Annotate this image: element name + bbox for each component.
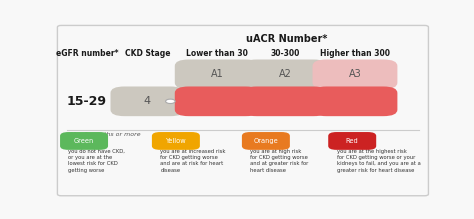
Text: uACR Number*: uACR Number* — [246, 34, 328, 44]
FancyBboxPatch shape — [110, 87, 184, 116]
FancyBboxPatch shape — [243, 87, 328, 116]
Circle shape — [165, 99, 175, 104]
FancyBboxPatch shape — [57, 25, 428, 196]
Text: you are at the highest risk
for CKD getting worse or your
kidneys to fail, and y: you are at the highest risk for CKD gett… — [337, 148, 420, 173]
FancyBboxPatch shape — [60, 132, 108, 150]
Text: A1: A1 — [211, 69, 224, 79]
Text: 4: 4 — [144, 96, 151, 106]
Text: eGFR number*: eGFR number* — [55, 49, 118, 58]
Text: Higher than 300: Higher than 300 — [320, 49, 390, 58]
FancyBboxPatch shape — [312, 87, 397, 116]
Text: Orange: Orange — [254, 138, 278, 144]
Text: Lower than 30: Lower than 30 — [186, 49, 248, 58]
Text: Red: Red — [346, 138, 359, 144]
FancyBboxPatch shape — [175, 87, 260, 116]
Text: you are at increased risk
for CKD getting worse
and are at risk for heart
diseas: you are at increased risk for CKD gettin… — [160, 148, 226, 173]
FancyBboxPatch shape — [328, 132, 376, 150]
Text: Green: Green — [74, 138, 94, 144]
FancyBboxPatch shape — [243, 60, 328, 89]
Text: you do not have CKD,
or you are at the
lowest risk for CKD
getting worse: you do not have CKD, or you are at the l… — [68, 148, 125, 173]
Text: you are at high risk
for CKD getting worse
and at greater risk for
heart disease: you are at high risk for CKD getting wor… — [250, 148, 309, 173]
Text: A3: A3 — [348, 69, 361, 79]
Text: 15-29: 15-29 — [67, 95, 107, 108]
Text: Yellow: Yellow — [165, 138, 186, 144]
Text: A2: A2 — [279, 69, 292, 79]
Text: CKD Stage: CKD Stage — [125, 49, 170, 58]
FancyBboxPatch shape — [152, 132, 200, 150]
FancyBboxPatch shape — [175, 60, 260, 89]
FancyBboxPatch shape — [242, 132, 290, 150]
FancyBboxPatch shape — [312, 60, 397, 89]
Text: *for 3 months or more: *for 3 months or more — [70, 132, 141, 137]
Text: 30-300: 30-300 — [271, 49, 300, 58]
